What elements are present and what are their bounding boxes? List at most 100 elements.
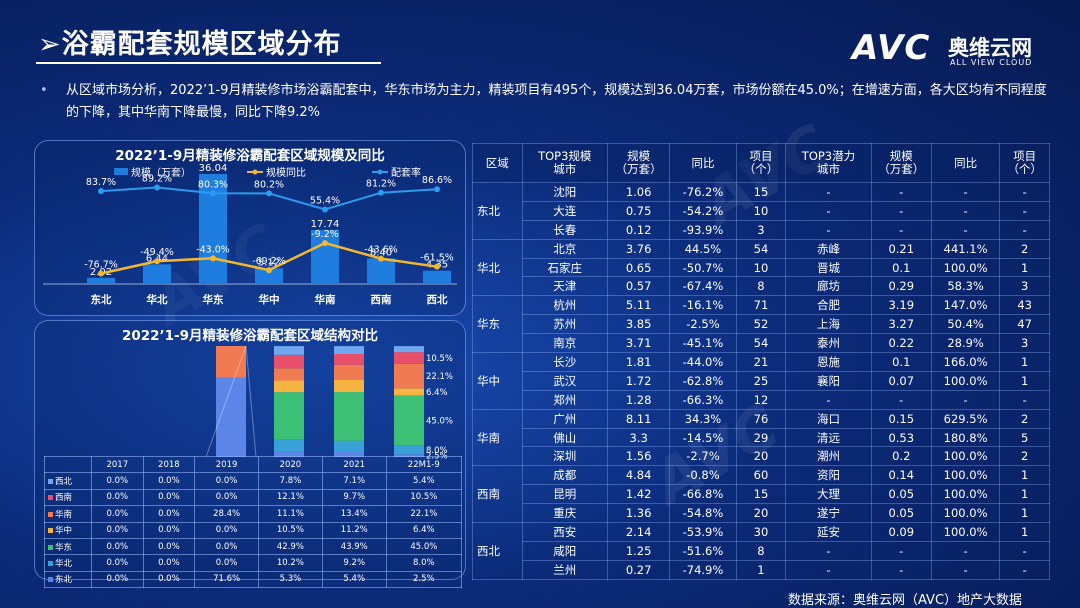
table-cell: 42.9% (257, 537, 323, 556)
table-cell: 深圳 (521, 446, 609, 467)
table-header: 2019 (194, 455, 259, 474)
table-cell: 3.27 (870, 314, 932, 335)
table-row: 石家庄 0.65 -50.7% 10 晋城 0.1 100.0% 1 (473, 257, 1050, 278)
table-cell: 0.09 (870, 522, 932, 542)
table-cell: 100.0% (930, 465, 1001, 486)
table-cell: - (999, 182, 1050, 202)
summary: • 从区域市场分析，2022’1-9月精装修市场浴霸配套中，华东市场为主力，精装… (40, 80, 1050, 124)
stack-segment (334, 346, 364, 354)
table-cell: - (930, 200, 1001, 221)
rate-label: 89.2% (142, 174, 172, 185)
table-cell: 50.4% (930, 314, 1001, 335)
rate-label: 86.6% (422, 175, 452, 186)
table-cell: 0.05 (870, 503, 932, 524)
legend-swatch (48, 577, 53, 583)
table-cell: 9.2% (321, 554, 387, 572)
table-cell: 大连 (521, 200, 609, 221)
table-cell: 1.36 (606, 503, 671, 524)
table-cell: - (870, 200, 932, 221)
table-row: 东北 0.0% 0.0% 71.6% 5.3% 5.4% 2.5% (44, 570, 463, 589)
summary-text: 从区域市场分析，2022’1-9月精装修市场浴霸配套中，华东市场为主力，精装项目… (66, 83, 1047, 120)
table-cell: 54 (735, 333, 787, 354)
region-name: 西北 (55, 477, 73, 488)
rate-point (322, 206, 328, 213)
table-row: 西南 0.0% 0.0% 0.0% 12.1% 9.7% 10.5% (44, 488, 463, 507)
table-row: 长春 0.12 -93.9% 3- - - - (473, 219, 1050, 240)
table-row: 华中 0.0% 0.0% 0.0% 10.5% 11.2% 6.4% (44, 521, 463, 539)
data-source: 数据来源：奥维云网（AVC）地产大数据 (788, 593, 1023, 608)
table-row: 深圳 1.56 -2.7% 20 潮州 0.2 100.0% 2 (473, 446, 1050, 467)
table-cell: 0.0% (142, 537, 196, 556)
table-row: 苏州 3.85 -2.5% 52 上海 3.27 50.4% 47 (473, 314, 1050, 335)
table-row: 华东 0.0% 0.0% 0.0% 42.9% 43.9% 45.0% (44, 537, 463, 556)
rate-point (378, 189, 384, 196)
table-header: 2020 (257, 455, 323, 474)
table-cell: -0.8% (669, 465, 737, 486)
region-city-table: 区域 TOP3规模 城市 规模 （万套） 同比 项目 （个） TOP3潜力 城市 规模 （万… (472, 143, 1050, 581)
table-cell: - (930, 559, 1001, 581)
table-cell: 47 (999, 314, 1050, 335)
stack-segment (394, 346, 424, 353)
table-cell: 0.0% (91, 537, 144, 556)
table-cell: 1.72 (606, 370, 671, 391)
table-cell: 1 (999, 370, 1050, 391)
table-cell: 30 (735, 522, 787, 542)
table-cell: 石家庄 (521, 257, 609, 278)
x-tick-label: 华东 (203, 293, 224, 306)
table-cell: 6.4% (385, 521, 463, 539)
table-cell: 1.56 (606, 446, 671, 467)
bar (87, 277, 115, 284)
legend-label: 规模（万套） (131, 166, 191, 179)
table-cell: 0.0% (91, 505, 144, 523)
table-cell: 0.0% (142, 488, 196, 507)
table-cell: 0.0% (91, 521, 144, 539)
rate-label: 55.4% (310, 195, 340, 206)
table-cell: 南京 (521, 333, 609, 354)
table-cell: - (930, 182, 1001, 202)
table-cell: 1 (999, 522, 1050, 542)
table-cell: - (999, 559, 1050, 581)
table-cell: 3.19 (870, 295, 932, 316)
bar (255, 268, 283, 284)
legend-label: 规模同比 (266, 166, 306, 179)
table-cell: 0.05 (870, 484, 932, 505)
table-cell: 0.0% (142, 472, 196, 490)
chart1-title: 2022’1-9月精装修浴霸配套区域规模及同比 (115, 148, 385, 164)
table-cell: 441.1% (930, 238, 1001, 259)
table-cell: 资阳 (785, 465, 872, 486)
table-cell: 0.0% (142, 521, 196, 539)
table-cell: 3.3 (606, 427, 671, 448)
table-cell: 2 (999, 408, 1050, 429)
table-cell: 0.27 (606, 559, 671, 581)
table-cell: 11.1% (257, 505, 323, 523)
table-cell: -53.9% (669, 522, 737, 542)
stack-segment (274, 439, 304, 452)
table-cell: 0.57 (606, 276, 671, 297)
table-header: 2017 (91, 455, 144, 474)
table-cell: 180.8% (930, 427, 1001, 448)
table-header (44, 455, 92, 474)
table-header: 项目 （个） (735, 143, 787, 183)
yoy-point (434, 263, 440, 270)
table-cell: - (870, 389, 932, 410)
table-row: 东北 沈阳 1.06 -76.2% 15- - - - (472, 182, 1050, 240)
table-cell: -2.5% (669, 314, 737, 335)
table-cell: 15 (735, 484, 787, 505)
table-cell: 晋城 (785, 257, 872, 278)
table-cell: 54 (735, 238, 787, 259)
table-cell: 43.9% (321, 537, 387, 556)
region-cell: 华中 (472, 352, 523, 410)
table-cell: 15 (735, 182, 787, 202)
table-cell: 0.0% (91, 554, 144, 572)
table-cell: -93.9% (669, 219, 737, 240)
bar (423, 270, 451, 284)
yoy-label: -69.2% (252, 256, 286, 267)
table-cell: 5.3% (257, 570, 323, 589)
table-cell: - (785, 182, 872, 202)
region-cell: 东北 (472, 182, 523, 240)
rate-label: 81.2% (366, 179, 396, 190)
table-cell: 3.71 (606, 333, 671, 354)
x-tick-label: 华南 (315, 293, 336, 306)
table-cell: 7.8% (257, 472, 323, 490)
yoy-point (154, 258, 160, 265)
